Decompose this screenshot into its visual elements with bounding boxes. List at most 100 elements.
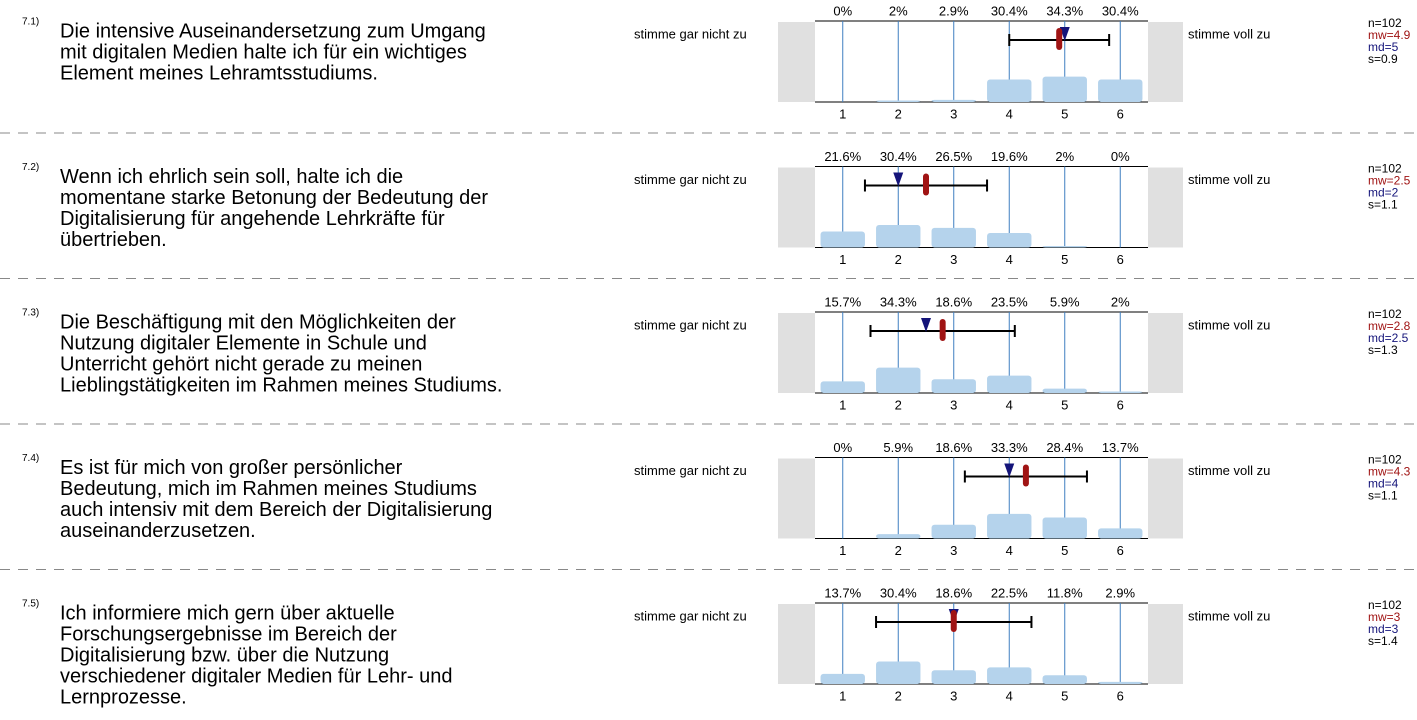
bar bbox=[931, 227, 976, 248]
category-label: 2 bbox=[895, 543, 902, 558]
bar bbox=[1098, 528, 1143, 539]
question-line: Unterricht gehört nicht gerade zu meinen bbox=[60, 353, 422, 375]
value-label: 0% bbox=[1111, 149, 1130, 164]
question-line: Element meines Lehramtsstudiums. bbox=[60, 62, 378, 84]
median-marker bbox=[893, 172, 904, 187]
category-label: 2 bbox=[895, 397, 902, 412]
category-label: 5 bbox=[1061, 106, 1068, 121]
stat-median: md=4 bbox=[1368, 477, 1399, 491]
bar bbox=[1042, 388, 1087, 393]
question-row: 7.2) Wenn ich ehrlich sein soll, halte ic… bbox=[22, 149, 1411, 267]
stat-median: md=2.5 bbox=[1368, 331, 1409, 345]
bar bbox=[1098, 681, 1143, 684]
question-row: 7.3) Die Beschäftigung mit den Möglichkei… bbox=[22, 294, 1411, 412]
value-label: 21.6% bbox=[824, 149, 861, 164]
category-label: 5 bbox=[1061, 688, 1068, 703]
value-label: 22.5% bbox=[991, 585, 1028, 600]
question-line: auseinanderzusetzen. bbox=[60, 520, 256, 542]
category-label: 3 bbox=[950, 106, 957, 121]
bar bbox=[1098, 391, 1143, 393]
right-label: stimme voll zu bbox=[1188, 172, 1270, 187]
stat-sd: s=1.3 bbox=[1368, 343, 1398, 357]
category-label: 6 bbox=[1117, 688, 1124, 703]
item-number: 7.3) bbox=[22, 308, 39, 319]
scale-end-left bbox=[778, 22, 815, 102]
scale-end-right bbox=[1148, 22, 1183, 102]
value-label: 11.8% bbox=[1047, 585, 1083, 600]
median-marker bbox=[921, 318, 931, 332]
bar bbox=[876, 661, 921, 684]
question-line: auch intensiv mit dem Bereich der Digita… bbox=[60, 499, 492, 521]
value-label: 5.9% bbox=[883, 440, 913, 455]
median-marker bbox=[1004, 463, 1015, 478]
category-label: 1 bbox=[839, 688, 846, 703]
category-label: 5 bbox=[1061, 397, 1068, 412]
question-line: verschiedener digitaler Medien für Lehr-… bbox=[60, 665, 452, 687]
category-label: 4 bbox=[1006, 106, 1013, 121]
stat-n: n=102 bbox=[1368, 453, 1402, 467]
category-label: 6 bbox=[1117, 397, 1124, 412]
question-line: Ich informiere mich gern über aktuelle bbox=[60, 602, 395, 624]
category-label: 2 bbox=[895, 688, 902, 703]
question-row: 7.1) Die intensive Auseinandersetzung zum… bbox=[22, 3, 1411, 121]
question-line: Die Beschäftigung mit den Möglichkeiten … bbox=[60, 311, 456, 333]
value-label: 15.7% bbox=[824, 294, 861, 309]
value-label: 33.3% bbox=[991, 440, 1028, 455]
category-label: 1 bbox=[839, 106, 846, 121]
mean-marker bbox=[939, 319, 946, 341]
stat-sd: s=1.1 bbox=[1368, 489, 1398, 503]
right-label: stimme voll zu bbox=[1188, 463, 1270, 478]
bar bbox=[1042, 675, 1087, 684]
category-label: 5 bbox=[1061, 252, 1068, 267]
scale-end-right bbox=[1148, 313, 1183, 393]
stat-median: md=2 bbox=[1368, 186, 1399, 200]
category-label: 1 bbox=[839, 543, 846, 558]
question-line: Es ist für mich von großer persönlicher bbox=[60, 457, 403, 479]
bar bbox=[1098, 79, 1143, 102]
right-label: stimme voll zu bbox=[1188, 26, 1270, 41]
bar bbox=[987, 667, 1032, 684]
question-line: Lieblingstätigkeiten im Rahmen meines St… bbox=[60, 374, 502, 396]
category-label: 1 bbox=[839, 252, 846, 267]
stat-n: n=102 bbox=[1368, 162, 1402, 176]
category-label: 2 bbox=[895, 106, 902, 121]
stat-mean: mw=2.5 bbox=[1368, 174, 1411, 188]
scale-end-right bbox=[1148, 167, 1183, 248]
bar bbox=[987, 375, 1032, 393]
bar bbox=[876, 534, 921, 539]
bar bbox=[931, 379, 976, 393]
value-label: 28.4% bbox=[1046, 440, 1083, 455]
left-label: stimme gar nicht zu bbox=[634, 317, 747, 332]
question-row: 7.4) Es ist für mich von großer persönlic… bbox=[22, 440, 1411, 558]
stat-mean: mw=2.8 bbox=[1368, 319, 1411, 333]
category-label: 5 bbox=[1061, 543, 1068, 558]
question-line: Digitalisierung bzw. über die Nutzung bbox=[60, 644, 389, 666]
category-label: 3 bbox=[950, 688, 957, 703]
value-label: 2% bbox=[889, 3, 908, 18]
value-label: 18.6% bbox=[935, 294, 972, 309]
category-label: 4 bbox=[1006, 688, 1013, 703]
value-label: 19.6% bbox=[991, 149, 1028, 164]
question-line: Forschungsergebnisse im Bereich der bbox=[60, 623, 397, 645]
question-line: momentane starke Betonung der Bedeutung … bbox=[60, 187, 488, 209]
bar bbox=[931, 524, 976, 539]
category-label: 3 bbox=[950, 397, 957, 412]
question-line: Bedeutung, mich im Rahmen meines Studium… bbox=[60, 478, 477, 500]
value-label: 0% bbox=[833, 3, 852, 18]
category-label: 6 bbox=[1117, 106, 1124, 121]
scale-end-left bbox=[778, 604, 815, 684]
item-number: 7.4) bbox=[22, 453, 39, 464]
bar bbox=[876, 100, 921, 102]
bar bbox=[1042, 76, 1087, 102]
question-line: Wenn ich ehrlich sein soll, halte ich di… bbox=[60, 166, 403, 188]
bar bbox=[820, 231, 865, 248]
left-label: stimme gar nicht zu bbox=[634, 26, 747, 41]
left-label: stimme gar nicht zu bbox=[634, 172, 747, 187]
category-label: 6 bbox=[1117, 252, 1124, 267]
stat-sd: s=0.9 bbox=[1368, 52, 1398, 66]
bar bbox=[931, 670, 976, 684]
left-label: stimme gar nicht zu bbox=[634, 463, 747, 478]
right-label: stimme voll zu bbox=[1188, 608, 1270, 623]
value-label: 2% bbox=[1111, 294, 1130, 309]
